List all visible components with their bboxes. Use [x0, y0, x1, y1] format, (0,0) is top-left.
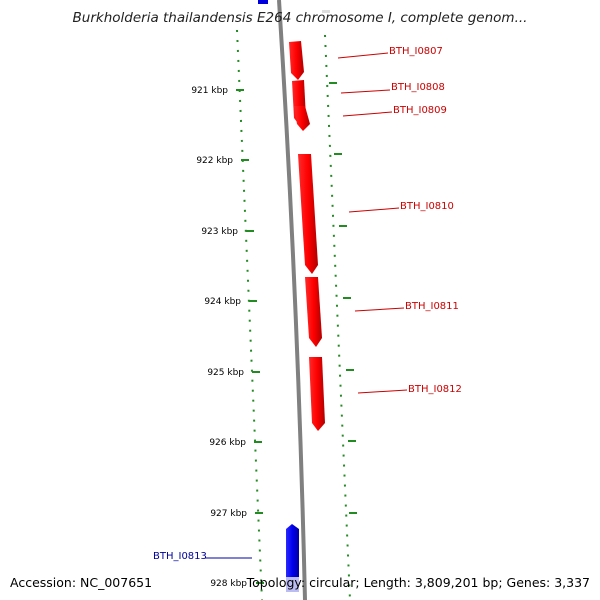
- feature-partial-blue[interactable]: [258, 0, 268, 4]
- feature-partial-light[interactable]: [322, 10, 330, 13]
- gene-label-bth-i0809[interactable]: BTH_I0809: [393, 105, 447, 116]
- gene-feature-bth-i0809[interactable]: [294, 106, 310, 131]
- gene-label-bth-i0811[interactable]: BTH_I0811: [405, 301, 459, 312]
- gene-label-bth-i0813[interactable]: BTH_I0813: [153, 551, 207, 562]
- topology-text: Topology: circular; Length: 3,809,201 bp…: [246, 575, 590, 590]
- tick-label: 926 kbp: [209, 438, 246, 448]
- tick-label: 927 kbp: [210, 509, 247, 519]
- gene-feature-bth-i0812[interactable]: [309, 357, 325, 431]
- leader-line-bth-i0808: [340, 89, 391, 94]
- tick-marks-right: [329, 82, 357, 514]
- leader-line-bth-i0809: [342, 111, 393, 117]
- tick-label: 922 kbp: [196, 156, 233, 166]
- tick-label: 923 kbp: [201, 227, 238, 237]
- leader-line-bth-i0807: [337, 52, 389, 59]
- accession-text: Accession: NC_007651: [10, 575, 153, 590]
- tick-label: 925 kbp: [207, 368, 244, 378]
- leader-line-bth-i0811: [354, 307, 405, 312]
- tick-marks-left: [236, 89, 264, 584]
- gene-feature-bth-i0810[interactable]: [298, 154, 318, 274]
- tick-label: 924 kbp: [204, 297, 241, 307]
- leader-line-bth-i0812: [357, 389, 408, 394]
- map-title: Burkholderia thailandensis E264 chromoso…: [72, 10, 528, 26]
- gene-feature-bth-i0811[interactable]: [305, 277, 322, 347]
- gene-label-bth-i0810[interactable]: BTH_I0810: [400, 201, 454, 212]
- tick-label: 928 kbp: [210, 579, 247, 589]
- leader-line-bth-i0810: [348, 207, 400, 213]
- chromosome-backbone: [277, 0, 307, 600]
- gene-feature-bth-i0807[interactable]: [289, 41, 304, 80]
- outer-dotted-ring: [324, 34, 351, 600]
- gene-label-bth-i0812[interactable]: BTH_I0812: [408, 384, 462, 395]
- gene-label-bth-i0808[interactable]: BTH_I0808: [391, 82, 445, 93]
- tick-label: 921 kbp: [191, 86, 228, 96]
- gene-label-bth-i0807[interactable]: BTH_I0807: [389, 46, 443, 57]
- gene-feature-bth-i0813[interactable]: [286, 524, 299, 592]
